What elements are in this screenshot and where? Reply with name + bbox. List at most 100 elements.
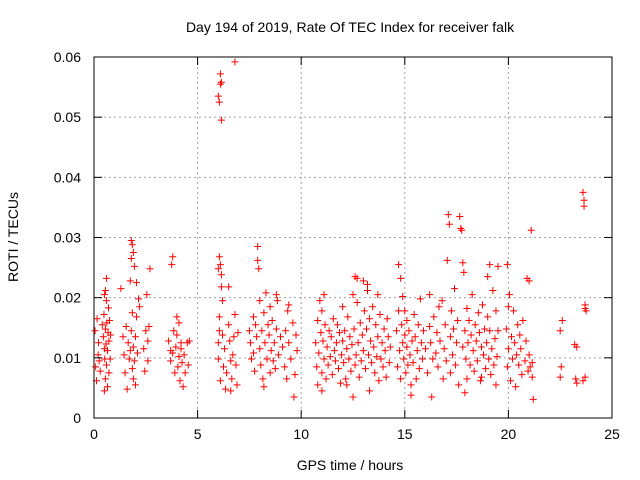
- data-point: [120, 351, 128, 359]
- data-point: [486, 327, 494, 335]
- data-point: [503, 261, 511, 269]
- data-point: [127, 237, 135, 245]
- data-point: [333, 321, 341, 329]
- data-point: [445, 220, 453, 228]
- data-point: [223, 369, 231, 377]
- data-point: [481, 325, 489, 333]
- data-point: [103, 383, 111, 391]
- data-point: [556, 327, 564, 335]
- data-point: [141, 367, 149, 375]
- x-tick-label: 5: [194, 426, 202, 442]
- data-point: [323, 343, 331, 351]
- data-point: [337, 379, 345, 387]
- data-point: [579, 188, 587, 196]
- data-point: [268, 317, 276, 325]
- data-point: [477, 373, 485, 381]
- data-point: [102, 297, 110, 305]
- data-point: [474, 309, 482, 317]
- data-point: [469, 347, 477, 355]
- data-point: [256, 297, 264, 305]
- data-point: [101, 325, 109, 333]
- data-point: [100, 311, 108, 319]
- data-point: [482, 365, 490, 373]
- data-point: [125, 355, 133, 363]
- data-point: [351, 361, 359, 369]
- data-point: [216, 70, 224, 78]
- data-point: [580, 196, 588, 204]
- data-point: [332, 339, 340, 347]
- data-point: [290, 393, 298, 401]
- data-point: [362, 325, 370, 333]
- data-point: [572, 375, 580, 383]
- data-point: [459, 343, 467, 351]
- data-point: [102, 361, 110, 369]
- data-point: [458, 226, 466, 234]
- data-point: [184, 361, 192, 369]
- data-point: [231, 58, 239, 66]
- data-point: [528, 359, 536, 367]
- data-point: [439, 375, 447, 383]
- data-point: [366, 387, 374, 395]
- data-point: [107, 331, 115, 339]
- data-point: [580, 202, 588, 210]
- data-point: [368, 359, 376, 367]
- data-point: [320, 291, 328, 299]
- data-point: [259, 375, 267, 383]
- data-point: [117, 285, 125, 293]
- data-point: [386, 343, 394, 351]
- data-point: [463, 304, 471, 312]
- data-point: [291, 371, 299, 379]
- data-point: [312, 339, 320, 347]
- data-point: [321, 321, 329, 329]
- y-axis-label: ROTI / TECUs: [5, 192, 21, 282]
- data-point: [475, 329, 483, 337]
- axis-ticks: 0 5 10 15 20 25 0 0.01 0.02 0.03 0.04 0.05 0.06: [54, 49, 620, 442]
- data-point: [180, 351, 188, 359]
- data-point: [461, 389, 469, 397]
- data-point: [403, 343, 411, 351]
- data-point: [128, 241, 136, 249]
- data-point: [214, 339, 222, 347]
- data-point: [369, 303, 377, 311]
- data-point: [394, 363, 402, 371]
- data-point: [229, 351, 237, 359]
- data-point: [508, 333, 516, 341]
- data-point: [165, 337, 173, 345]
- data-point: [126, 277, 134, 285]
- data-point: [127, 255, 135, 263]
- data-point: [318, 307, 326, 315]
- data-point: [512, 383, 520, 391]
- y-tick-label: 0.06: [54, 49, 81, 65]
- data-point: [100, 387, 108, 395]
- data-point: [317, 329, 325, 337]
- data-point: [404, 361, 412, 369]
- data-point: [403, 317, 411, 325]
- data-point: [266, 303, 274, 311]
- data-point: [477, 343, 485, 351]
- data-point: [216, 80, 224, 88]
- data-point: [226, 337, 234, 345]
- data-point: [440, 345, 448, 353]
- data-point: [217, 78, 225, 86]
- data-point: [412, 375, 420, 383]
- data-point: [382, 373, 390, 381]
- data-point: [396, 347, 404, 355]
- data-point: [397, 274, 405, 282]
- data-point: [185, 337, 193, 345]
- data-point: [178, 359, 186, 367]
- data-point: [92, 363, 100, 371]
- data-point: [573, 379, 581, 387]
- data-point: [319, 337, 327, 345]
- data-point: [214, 355, 222, 363]
- data-point: [285, 301, 293, 309]
- data-point: [491, 335, 499, 343]
- data-point: [444, 211, 452, 219]
- data-point: [484, 273, 492, 281]
- data-point: [443, 256, 451, 264]
- data-point: [468, 291, 476, 299]
- data-point: [374, 333, 382, 341]
- data-point: [526, 363, 534, 371]
- data-point: [215, 98, 223, 106]
- data-point: [381, 347, 389, 355]
- data-point: [102, 274, 110, 282]
